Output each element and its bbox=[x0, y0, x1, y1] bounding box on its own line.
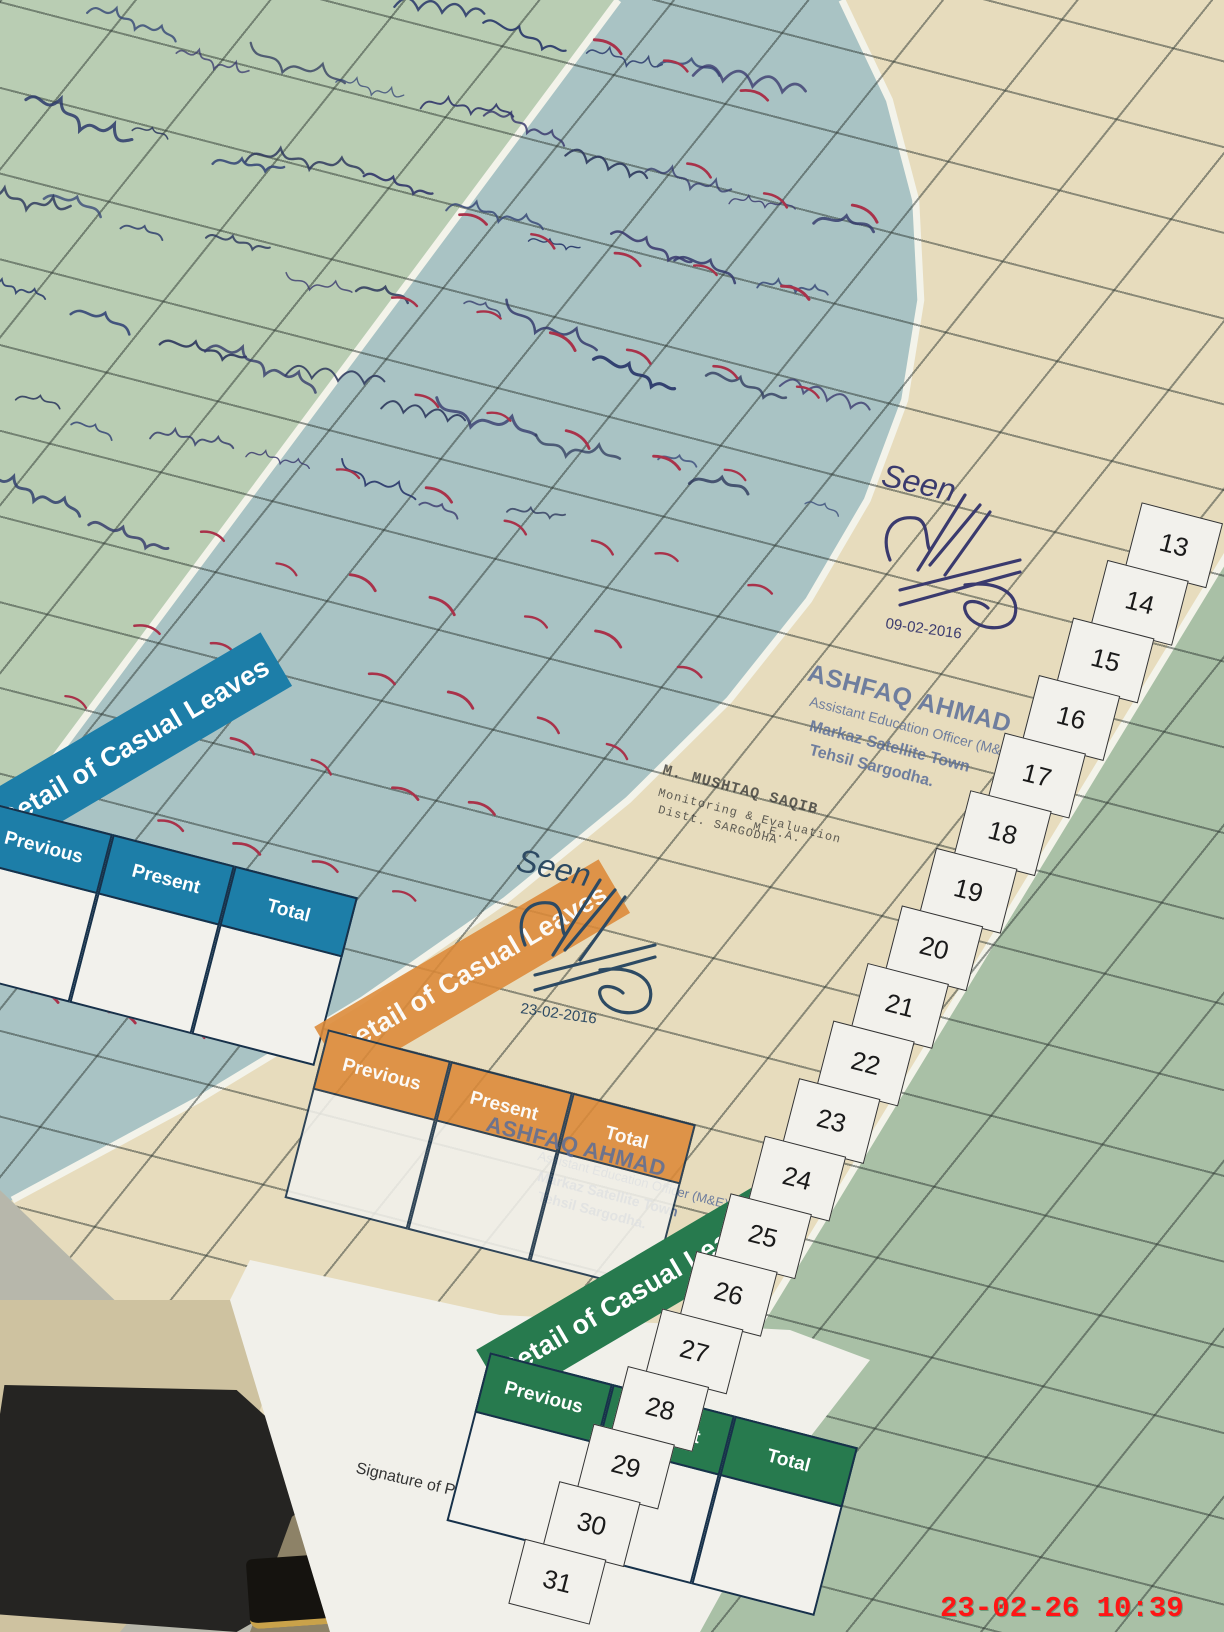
svg-text:09-02-2016: 09-02-2016 bbox=[884, 615, 962, 643]
svg-text:Seen: Seen bbox=[878, 457, 959, 509]
svg-text:23-02-2016: 23-02-2016 bbox=[519, 1000, 597, 1028]
svg-text:Seen: Seen bbox=[513, 842, 594, 894]
